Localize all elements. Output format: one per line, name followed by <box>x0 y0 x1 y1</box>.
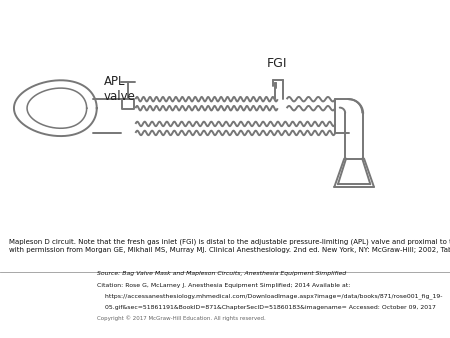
Text: Education: Education <box>16 317 45 322</box>
Text: Citation: Rose G, McLarney J. Anesthesia Equipment Simplified; 2014 Available at: Citation: Rose G, McLarney J. Anesthesia… <box>97 283 350 288</box>
Text: Mc: Mc <box>21 279 40 292</box>
Text: FGI: FGI <box>266 57 287 70</box>
Text: Mapleson D circuit. Note that the fresh gas inlet (FGI) is distal to the adjusta: Mapleson D circuit. Note that the fresh … <box>9 238 450 253</box>
Text: https://accessanesthesiology.mhmedical.com/DownloadImage.aspx?image=/data/books/: https://accessanesthesiology.mhmedical.c… <box>97 294 442 299</box>
Text: Graw: Graw <box>17 293 44 302</box>
Text: Hill: Hill <box>22 303 39 312</box>
Text: APL
valve: APL valve <box>104 75 135 103</box>
Text: Copyright © 2017 McGraw-Hill Education. All rights reserved.: Copyright © 2017 McGraw-Hill Education. … <box>97 315 266 321</box>
Text: Source: Bag Valve Mask and Mapleson Circuits, Anesthesia Equipment Simplified: Source: Bag Valve Mask and Mapleson Circ… <box>97 271 346 276</box>
Text: 05.gif&sec=51861191&BookID=871&ChapterSecID=51860183&imagename= Accessed: Octobe: 05.gif&sec=51861191&BookID=871&ChapterSe… <box>97 305 436 310</box>
